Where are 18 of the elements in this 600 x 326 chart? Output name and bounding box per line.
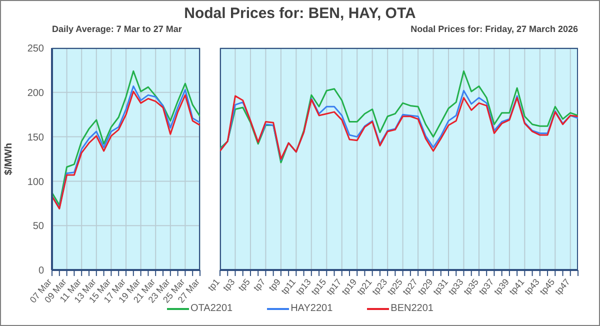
- chart-subtitle: Nodal Prices for: Friday, 27 March 2026: [410, 24, 578, 34]
- y-tick-label: 200: [27, 88, 44, 99]
- chart-title: Nodal Prices for: BEN, HAY, OTA: [183, 5, 417, 22]
- y-tick-label: 50: [32, 221, 44, 232]
- legend-label: BEN2201: [390, 303, 434, 314]
- legend-label: HAY2201: [290, 303, 333, 314]
- x-tick-label: tp1: [206, 276, 222, 293]
- y-tick-label: 150: [27, 132, 44, 144]
- chart-subtitle: Daily Average: 7 Mar to 27 Mar: [52, 24, 182, 34]
- y-tick-label: 250: [27, 44, 44, 55]
- y-tick-label: 0: [38, 266, 44, 277]
- y-tick-label: 100: [27, 176, 44, 188]
- x-tick-label: tp7: [252, 276, 268, 293]
- x-tick-label: tp5: [236, 276, 252, 293]
- legend-label: OTA2201: [190, 303, 233, 314]
- y-axis-title: $/MWh: [4, 142, 15, 176]
- x-tick-label: tp41: [507, 276, 526, 297]
- x-tick-label: tp3: [221, 276, 237, 293]
